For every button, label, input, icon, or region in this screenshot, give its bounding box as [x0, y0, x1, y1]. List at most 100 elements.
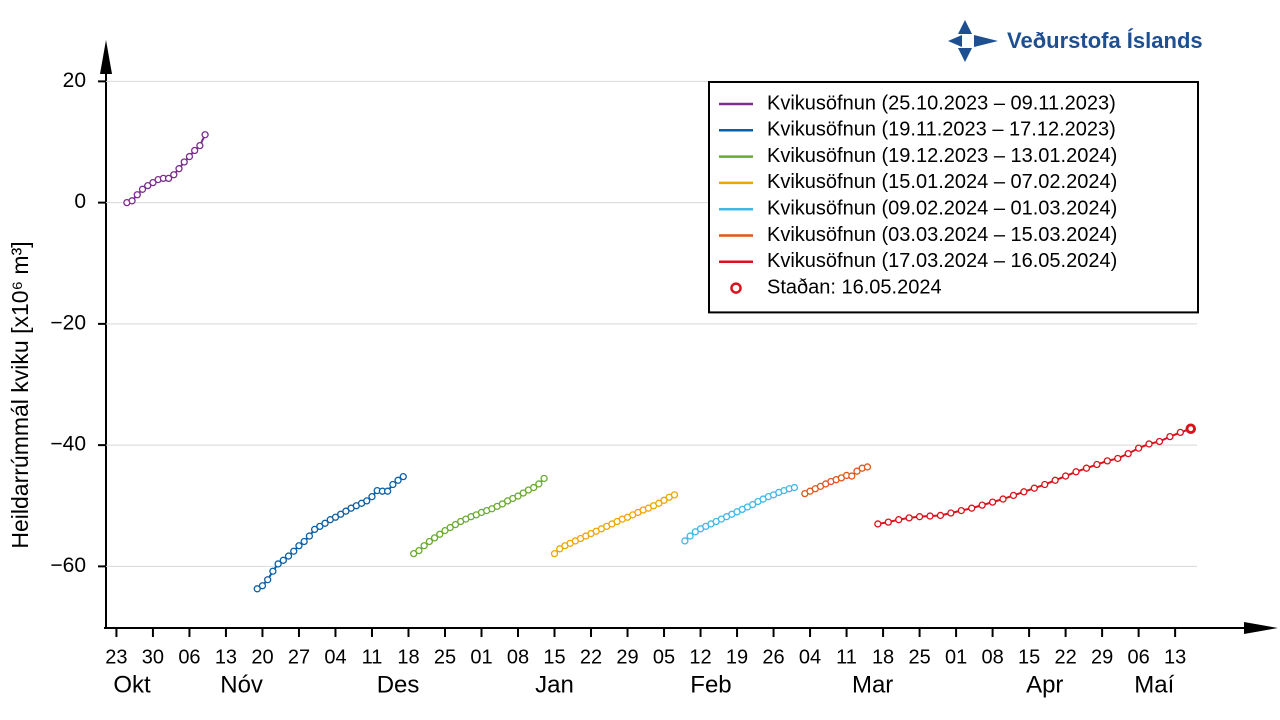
legend-label: Staðan: 16.05.2024: [767, 276, 942, 298]
data-point: [410, 549, 418, 558]
data-point: [441, 526, 449, 535]
data-point: [196, 141, 204, 150]
data-point: [1041, 480, 1049, 489]
month-label: Nóv: [220, 671, 263, 698]
logo-icon: [974, 35, 998, 47]
data-point: [691, 528, 699, 536]
x-tick-label: 18: [872, 646, 894, 668]
data-point: [290, 547, 298, 555]
y-axis-label: Heildarrúmmál kviku [x10⁶ m³]: [7, 241, 33, 548]
x-tick-label: 13: [215, 646, 237, 668]
data-point: [936, 511, 945, 520]
month-label: Mar: [852, 671, 893, 698]
data-point: [394, 476, 402, 484]
data-point: [874, 520, 882, 528]
x-tick-label: 08: [507, 646, 529, 668]
data-point: [1009, 491, 1018, 500]
data-point: [968, 504, 976, 512]
x-tick-label: 13: [1164, 646, 1186, 668]
data-point: [988, 498, 997, 506]
data-point: [686, 532, 694, 540]
data-point: [363, 497, 371, 505]
y-tick-label: 20: [63, 69, 86, 92]
data-point: [264, 576, 272, 584]
y-tick-label: −20: [50, 311, 86, 334]
data-point: [310, 525, 319, 534]
data-point: [185, 152, 194, 161]
x-tick-label: 26: [762, 646, 784, 668]
data-point: [1166, 432, 1174, 441]
y-axis-arrow: [100, 40, 112, 74]
data-point: [957, 506, 965, 515]
data-point: [1176, 428, 1184, 437]
x-axis-arrow: [1244, 622, 1278, 634]
x-tick-label: 12: [689, 646, 711, 668]
legend-label: Kvikusöfnun (17.03.2024 – 16.05.2024): [767, 250, 1117, 272]
data-point: [284, 552, 293, 560]
data-point: [331, 513, 340, 521]
logo-icon: [958, 20, 972, 34]
data-point: [514, 492, 522, 500]
x-tick-label: 11: [836, 646, 857, 668]
data-point: [201, 131, 209, 139]
data-point: [383, 487, 392, 495]
data-point: [670, 491, 679, 499]
data-point: [749, 500, 757, 509]
data-point: [279, 556, 287, 564]
data-point: [399, 472, 407, 481]
legend: Kvikusöfnun (25.10.2023 – 09.11.2023) Kvi…: [708, 81, 1199, 314]
data-point: [947, 509, 955, 517]
x-tick-label: 19: [726, 646, 748, 668]
x-tick-label: 05: [653, 646, 675, 668]
logo-icon: [948, 35, 962, 47]
data-point: [1072, 468, 1080, 476]
x-tick-label: 30: [142, 646, 164, 668]
data-point: [295, 542, 303, 550]
x-tick-label: 25: [908, 646, 930, 668]
x-tick-label: 20: [251, 646, 273, 668]
legend-label: Kvikusöfnun (03.03.2024 – 15.03.2024): [767, 224, 1117, 246]
data-point: [451, 520, 460, 529]
data-point: [133, 191, 141, 199]
logo: Veðurstofa Íslands: [948, 20, 1203, 62]
data-point: [321, 519, 329, 527]
x-tick-label: 06: [1127, 646, 1149, 668]
data-point: [1030, 484, 1038, 492]
x-tick-label: 01: [945, 646, 967, 668]
data-point: [1145, 440, 1153, 448]
data-point: [884, 518, 892, 526]
data-point: [853, 467, 861, 475]
data-point: [1155, 437, 1164, 446]
data-point: [1051, 476, 1059, 484]
legend-box: [708, 81, 1199, 314]
data-point: [1020, 488, 1028, 496]
data-point: [269, 567, 277, 575]
data-point: [895, 516, 903, 524]
data-point: [253, 585, 261, 593]
data-point: [425, 537, 433, 546]
x-tick-label: 15: [543, 646, 565, 668]
data-point: [999, 495, 1007, 503]
series-line: [877, 427, 1192, 525]
x-tick-label: 04: [799, 646, 821, 668]
logo-icon: [958, 48, 972, 62]
legend-label: Kvikusöfnun (19.12.2023 – 13.01.2024): [767, 145, 1117, 167]
data-point: [180, 158, 188, 166]
x-tick-label: 23: [105, 646, 127, 668]
x-tick-label: 04: [324, 646, 346, 668]
data-point: [368, 493, 376, 501]
data-point: [274, 560, 282, 568]
data-point: [300, 537, 308, 546]
month-label: Des: [377, 671, 420, 698]
data-point: [550, 549, 559, 558]
data-point: [191, 146, 199, 155]
data-point: [1124, 449, 1132, 458]
data-point: [420, 542, 428, 550]
data-point: [337, 510, 345, 518]
data-point: [790, 483, 799, 492]
data-point: [305, 532, 314, 540]
data-point: [389, 480, 397, 489]
legend-label: Kvikusöfnun (19.11.2023 – 17.12.2023): [767, 119, 1116, 141]
data-point: [556, 545, 564, 553]
x-tick-label: 18: [397, 646, 419, 668]
